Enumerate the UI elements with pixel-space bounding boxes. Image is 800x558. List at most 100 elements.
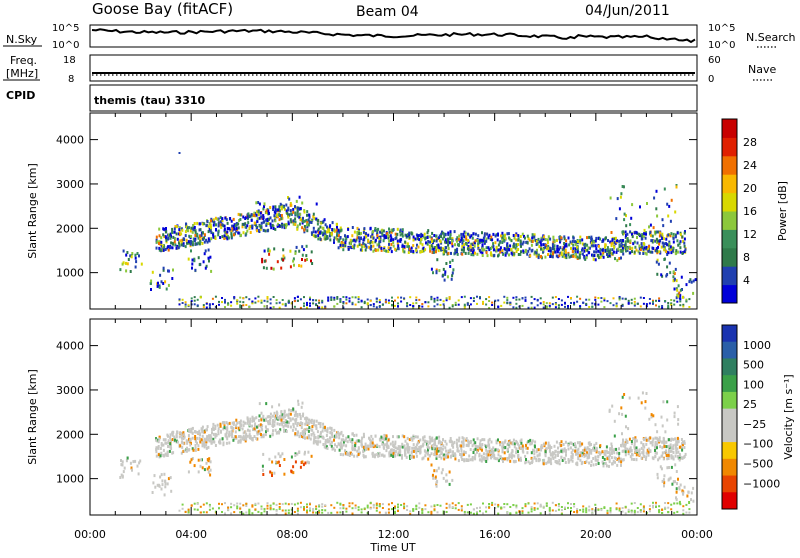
power-colorbar-swatch (722, 266, 737, 285)
power-scatter-cell (385, 250, 387, 253)
velocity-scatter-cell (588, 510, 590, 512)
power-scatter-cell (167, 238, 169, 241)
velocity-scatter-cell (582, 509, 584, 511)
velocity-scatter-cell (209, 509, 211, 511)
power-scatter-cell (629, 246, 631, 249)
velocity-scatter-cell (492, 446, 494, 449)
velocity-scatter-cell (483, 456, 485, 459)
velocity-scatter-cell (327, 512, 329, 514)
velocity-scatter-cell (436, 445, 438, 448)
power-scatter-cell (333, 306, 335, 308)
power-scatter-cell (174, 240, 176, 243)
power-scatter-cell (584, 245, 586, 248)
velocity-scatter-cell (625, 425, 627, 428)
power-scatter-cell (333, 228, 335, 231)
power-scatter-cell (526, 253, 528, 256)
velocity-scatter-cell (336, 445, 338, 448)
power-scatter-cell (297, 296, 299, 298)
velocity-scatter-cell (670, 508, 672, 510)
power-scatter-cell (567, 253, 569, 256)
velocity-scatter-cell (252, 438, 254, 441)
power-scatter-cell (259, 203, 261, 206)
power-scatter-cell (409, 236, 411, 239)
velocity-scatter-cell (236, 503, 238, 505)
power-scatter-cell (434, 298, 436, 300)
power-scatter-cell (682, 306, 684, 308)
velocity-scatter-cell (622, 396, 624, 399)
power-scatter-cell (206, 307, 208, 309)
power-scatter-cell (412, 302, 414, 304)
velocity-scatter-cell (417, 436, 419, 439)
velocity-scatter-cell (210, 469, 212, 472)
noise-left-label: N.Sky (6, 33, 38, 46)
velocity-scatter-cell (189, 439, 191, 442)
velocity-scatter-cell (279, 503, 281, 505)
power-scatter-cell (649, 231, 651, 234)
velocity-scatter-cell (317, 430, 319, 433)
velocity-scatter-cell (652, 502, 654, 504)
power-scatter-cell (646, 303, 648, 305)
velocity-scatter-cell (167, 445, 169, 448)
velocity-scatter-cell (246, 422, 248, 425)
power-scatter-cell (684, 245, 686, 248)
power-scatter-cell (301, 245, 303, 248)
velocity-scatter-cell (679, 488, 681, 491)
power-colorbar-tick: 24 (743, 159, 757, 172)
power-scatter-cell (200, 297, 202, 299)
velocity-scatter-cell (592, 447, 594, 450)
velocity-scatter-cell (474, 454, 476, 457)
power-scatter-cell (183, 244, 185, 247)
velocity-scatter-cell (470, 440, 472, 443)
velocity-scatter-cell (290, 419, 292, 422)
power-scatter-cell (476, 253, 478, 256)
power-scatter-cell (238, 226, 240, 229)
power-scatter-cell (597, 304, 599, 306)
power-scatter-cell (595, 240, 597, 243)
velocity-scatter-cell (558, 509, 560, 511)
velocity-scatter-cell (256, 426, 258, 429)
velocity-scatter-cell (616, 503, 618, 505)
velocity-scatter-cell (386, 434, 388, 437)
velocity-scatter-cell (652, 444, 654, 447)
velocity-scatter-cell (339, 507, 341, 509)
power-scatter-cell (388, 300, 390, 302)
power-scatter-cell (402, 228, 404, 231)
power-scatter-cell (555, 306, 557, 308)
power-scatter-cell (545, 238, 547, 241)
power-scatter-cell (327, 297, 329, 299)
power-scatter-cell (433, 239, 435, 242)
power-scatter-cell (579, 239, 581, 242)
velocity-scatter-cell (504, 451, 506, 454)
power-scatter-cell (162, 233, 164, 236)
velocity-scatter-cell (525, 505, 527, 507)
velocity-scatter-cell (672, 455, 674, 458)
power-scatter-cell (205, 267, 207, 270)
velocity-scatter-cell (522, 507, 524, 509)
velocity-scatter-cell (461, 508, 463, 510)
velocity-scatter-cell (670, 443, 672, 446)
power-scatter-cell (490, 253, 492, 256)
velocity-scatter-cell (649, 437, 651, 440)
power-scatter-cell (490, 236, 492, 239)
velocity-scatter-cell (570, 446, 572, 449)
velocity-scatter-cell (339, 503, 341, 505)
velocity-scatter-cell (265, 433, 267, 436)
power-scatter-cell (549, 238, 551, 241)
power-scatter-cell (224, 301, 226, 303)
power-scatter-cell (178, 228, 180, 231)
power-ytick-label: 2000 (56, 222, 84, 235)
velocity-scatter-cell (262, 473, 264, 476)
velocity-scatter-cell (181, 434, 183, 437)
power-scatter-cell (299, 196, 301, 199)
velocity-scatter-cell (249, 418, 251, 421)
power-scatter-cell (201, 234, 203, 237)
velocity-scatter-cell (436, 469, 438, 472)
velocity-scatter-cell (531, 508, 533, 510)
power-scatter-cell (365, 235, 367, 238)
velocity-scatter-cell (336, 436, 338, 439)
velocity-scatter-cell (664, 445, 666, 448)
velocity-scatter-cell (397, 506, 399, 508)
power-scatter-cell (159, 274, 161, 277)
power-scatter-cell (282, 303, 284, 305)
velocity-scatter-cell (640, 441, 642, 444)
